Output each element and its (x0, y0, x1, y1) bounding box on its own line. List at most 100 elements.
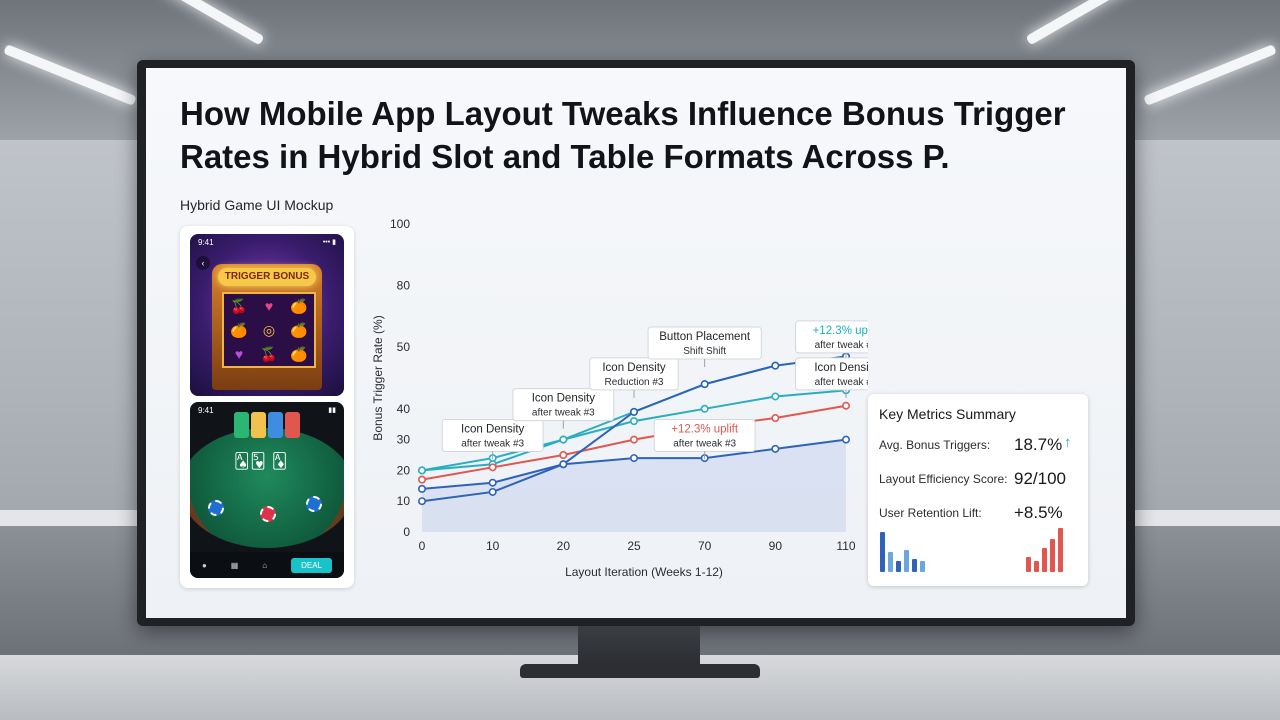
data-point (700, 380, 709, 389)
annotation-title: Icon Density (602, 362, 666, 374)
data-point (771, 361, 780, 370)
reel-symbol: 🍊 (230, 321, 248, 338)
data-point (488, 478, 497, 487)
mini-bar (896, 561, 901, 572)
data-point (488, 487, 497, 496)
chip-icon[interactable] (208, 500, 224, 516)
y-tick-label: 30 (397, 433, 411, 447)
playing-cards: 🂡🂵 🃁 (234, 453, 289, 470)
y-tick-label: 10 (397, 494, 411, 508)
annotation-title: Button Placement (659, 331, 751, 343)
metrics-title: Key Metrics Summary (879, 406, 1016, 422)
data-point (629, 435, 638, 444)
reel-symbol: 🍊 (290, 345, 308, 362)
annotation-subtitle: after tweak #3 (815, 340, 868, 351)
annotation-title: Icon Density (814, 362, 868, 374)
signal-icon: ▮▮ (328, 407, 336, 414)
data-point (559, 451, 568, 460)
deal-button[interactable]: DEAL (291, 557, 332, 573)
mini-bar-chart (1026, 528, 1063, 572)
metrics-card: Key Metrics Summary Avg. Bonus Triggers:… (868, 394, 1088, 586)
annotation-title: +12.3% uplift (813, 325, 868, 337)
mini-bar (880, 532, 885, 572)
status-time: 9:41 (198, 238, 214, 247)
annotation-subtitle: Shift Shift (683, 346, 726, 357)
annotation-subtitle: after tweak #3 (532, 408, 595, 419)
y-tick-label: 40 (397, 402, 411, 416)
reel-symbol: ◎ (262, 321, 276, 338)
arrow-up-icon: ↑ (1064, 434, 1072, 451)
data-point (559, 460, 568, 469)
data-point (417, 475, 426, 484)
table-game-phone[interactable]: 9:41 ▮▮ 🂡🂵 🃁 ● ▦ ⌂ DEAL (190, 402, 344, 578)
table-felt (190, 428, 344, 548)
table-action-bar: ● ▦ ⌂ DEAL (190, 552, 344, 578)
metric-value: 18.7% (1014, 435, 1063, 454)
annotation-subtitle: after tweak #3 (461, 438, 524, 449)
data-point (629, 407, 638, 416)
home-tab-icon[interactable]: ● (201, 560, 207, 570)
data-point (488, 463, 497, 472)
line-chart: Icon Density after tweak #3 Icon Density af… (371, 217, 868, 579)
mini-bar (912, 559, 917, 572)
data-point (771, 444, 780, 453)
reel-symbol: ♥ (264, 298, 274, 314)
reel-symbol: 🍒 (260, 345, 278, 362)
data-point (771, 414, 780, 423)
back-icon[interactable]: ‹ (196, 256, 210, 270)
chip-icon[interactable] (260, 506, 276, 522)
background-desk (1130, 510, 1280, 526)
chip-icon[interactable] (306, 496, 322, 512)
data-point (417, 466, 426, 475)
metric-value: +8.5% (1014, 503, 1063, 522)
data-point (629, 417, 638, 426)
signal-icon: ••• ▮ (322, 239, 336, 246)
mini-bar (888, 552, 893, 572)
slot-reels: 🍒 ♥ 🍊 🍊 ◎ 🍊 ♥ 🍒 🍊 (222, 292, 316, 368)
metric-value: 92/100 (1014, 469, 1066, 488)
data-point (559, 435, 568, 444)
x-tick-label: 90 (769, 539, 783, 553)
background-desk (0, 510, 150, 526)
data-point (700, 404, 709, 413)
games-tab-icon[interactable]: ▦ (230, 560, 239, 570)
annotation-subtitle: after tweak #3 (673, 438, 736, 449)
y-axis-label: Bonus Trigger Rate (%) (371, 315, 385, 440)
annotation-subtitle: Reduction #3 (605, 377, 664, 388)
status-time: 9:41 (198, 406, 214, 415)
mini-bar (920, 561, 925, 572)
page-title: How Mobile App Layout Tweaks Influence B… (180, 95, 1066, 175)
metric-label: User Retention Lift: (879, 506, 982, 520)
x-tick-label: 10 (486, 539, 500, 553)
trigger-bonus-banner[interactable]: TRIGGER BONUS (218, 268, 316, 286)
mini-bar (904, 550, 909, 572)
x-axis-label: Layout Iteration (Weeks 1-12) (565, 565, 723, 579)
mini-bar (1034, 561, 1039, 572)
x-tick-label: 20 (557, 539, 571, 553)
data-point (841, 401, 850, 410)
mini-bar-chart (880, 532, 925, 572)
y-tick-label: 100 (390, 217, 410, 231)
reel-symbol: 🍒 (230, 297, 248, 314)
metric-label: Layout Efficiency Score: (879, 472, 1008, 486)
metric-label: Avg. Bonus Triggers: (879, 438, 991, 452)
reel-symbol: 🍊 (290, 321, 308, 338)
data-point (771, 392, 780, 401)
y-tick-label: 50 (397, 340, 411, 354)
slot-game-phone[interactable]: 9:41 ••• ▮ ‹ TRIGGER BONUS 🍒 ♥ 🍊 🍊 ◎ 🍊 ♥… (190, 234, 344, 396)
monitor-base (520, 664, 760, 678)
annotation-title: Icon Density (532, 393, 596, 405)
mini-bar (1050, 539, 1055, 572)
y-tick-label: 0 (403, 525, 410, 539)
monitor-screen: How Mobile App Layout Tweaks Influence B… (146, 68, 1126, 618)
y-tick-label: 80 (397, 279, 411, 293)
data-point (629, 454, 638, 463)
reel-symbol: ♥ (234, 346, 244, 362)
reel-symbol: 🍊 (290, 297, 308, 314)
data-point (841, 435, 850, 444)
lobby-tab-icon[interactable]: ⌂ (262, 560, 268, 570)
x-tick-label: 70 (698, 539, 712, 553)
chip-stack (234, 412, 300, 438)
x-tick-label: 110 (836, 539, 855, 553)
monitor-stand (578, 626, 700, 668)
